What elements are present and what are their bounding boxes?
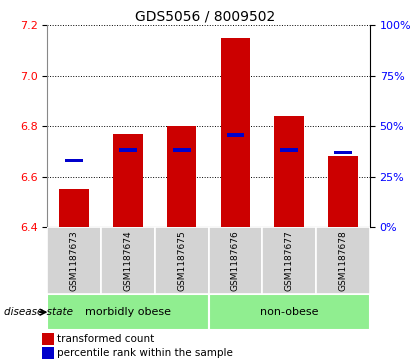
Text: percentile rank within the sample: percentile rank within the sample xyxy=(57,348,233,358)
Bar xyxy=(209,294,370,330)
Text: GSM1187678: GSM1187678 xyxy=(339,230,348,291)
Bar xyxy=(226,133,245,136)
Bar xyxy=(280,148,298,152)
Bar xyxy=(262,227,316,294)
Bar xyxy=(209,227,262,294)
Text: GSM1187674: GSM1187674 xyxy=(123,230,132,291)
Bar xyxy=(47,294,209,330)
Bar xyxy=(113,134,143,227)
Bar xyxy=(101,227,155,294)
Bar xyxy=(42,333,54,344)
Text: GSM1187675: GSM1187675 xyxy=(177,230,186,291)
Bar xyxy=(47,227,101,294)
Text: non-obese: non-obese xyxy=(260,307,319,317)
Bar xyxy=(42,347,54,359)
Bar xyxy=(221,38,250,227)
Text: morbidly obese: morbidly obese xyxy=(85,307,171,317)
Text: GDS5056 / 8009502: GDS5056 / 8009502 xyxy=(135,9,276,23)
Bar xyxy=(328,156,358,227)
Bar xyxy=(155,227,208,294)
Bar xyxy=(59,189,89,227)
Text: transformed count: transformed count xyxy=(57,334,155,344)
Text: disease state: disease state xyxy=(4,307,73,317)
Bar xyxy=(316,227,370,294)
Bar xyxy=(119,148,137,152)
Bar xyxy=(334,151,352,154)
Bar xyxy=(173,148,191,152)
Text: GSM1187677: GSM1187677 xyxy=(285,230,294,291)
Bar xyxy=(275,116,304,227)
Bar xyxy=(167,126,196,227)
Text: GSM1187673: GSM1187673 xyxy=(69,230,79,291)
Text: GSM1187676: GSM1187676 xyxy=(231,230,240,291)
Bar xyxy=(65,159,83,162)
